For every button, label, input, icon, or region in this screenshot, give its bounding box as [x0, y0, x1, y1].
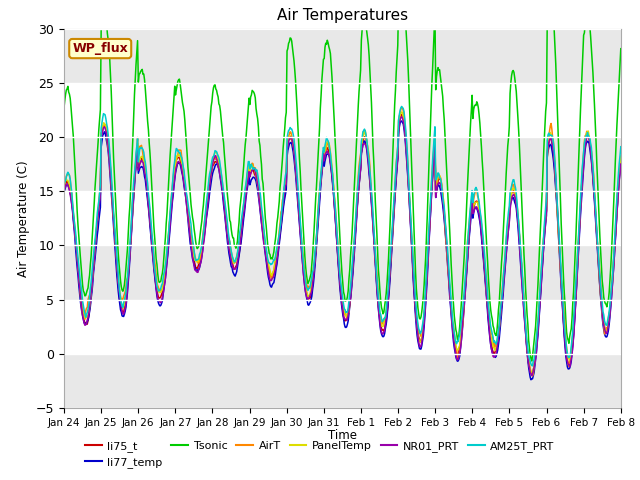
li77_temp [428, 199, 435, 204]
li75_t [184, 210, 192, 216]
Line: PanelTemp: PanelTemp [64, 112, 621, 372]
Title: Air Temperatures: Air Temperatures [277, 9, 408, 24]
li77_temp [411, 302, 419, 308]
AirT [428, 192, 435, 198]
AM25T_PRT [411, 285, 419, 290]
li75_t [411, 298, 419, 304]
X-axis label: Time: Time [328, 429, 357, 442]
Bar [64, 354, 621, 408]
Line: AirT: AirT [64, 108, 621, 376]
AM25T_PRT [617, 144, 625, 150]
NR01_PRT [214, 158, 221, 164]
AM25T_PRT [214, 151, 221, 157]
li75_t [70, 222, 78, 228]
AirT [617, 158, 625, 164]
li77_temp [70, 225, 78, 231]
Bar [64, 83, 621, 137]
AM25T_PRT [398, 104, 406, 109]
li77_temp [184, 216, 192, 222]
Text: WP_flux: WP_flux [72, 42, 128, 55]
PanelTemp [70, 218, 78, 224]
NR01_PRT [184, 212, 192, 217]
Tsonic [528, 358, 536, 364]
NR01_PRT [398, 114, 406, 120]
PanelTemp [60, 182, 68, 188]
NR01_PRT [428, 200, 435, 205]
AirT [529, 373, 536, 379]
AM25T_PRT [127, 217, 135, 223]
AirT [127, 220, 135, 226]
Line: li75_t: li75_t [64, 115, 621, 373]
li75_t [214, 160, 221, 166]
AM25T_PRT [428, 188, 435, 193]
Line: Tsonic: Tsonic [64, 0, 621, 361]
Bar [64, 300, 621, 354]
PanelTemp [398, 109, 406, 115]
Legend: li75_t, li77_temp, Tsonic, AirT, PanelTemp, NR01_PRT, AM25T_PRT: li75_t, li77_temp, Tsonic, AirT, PanelTe… [81, 436, 559, 473]
PanelTemp [617, 153, 625, 159]
Bar [64, 29, 621, 83]
Line: li77_temp: li77_temp [64, 121, 621, 380]
Y-axis label: Air Temperature (C): Air Temperature (C) [17, 160, 30, 276]
Tsonic [60, 105, 68, 111]
NR01_PRT [411, 296, 419, 302]
li77_temp [617, 160, 625, 166]
li77_temp [127, 232, 135, 238]
Bar [64, 137, 621, 192]
PanelTemp [214, 151, 221, 157]
AirT [411, 288, 419, 293]
Line: AM25T_PRT: AM25T_PRT [64, 107, 621, 366]
NR01_PRT [528, 372, 536, 378]
PanelTemp [411, 290, 419, 296]
Tsonic [70, 147, 78, 153]
Tsonic [428, 104, 435, 110]
AirT [399, 105, 406, 110]
AirT [70, 216, 78, 222]
li75_t [127, 228, 135, 234]
PanelTemp [428, 192, 435, 198]
Tsonic [127, 171, 135, 177]
li77_temp [398, 118, 406, 124]
Line: NR01_PRT: NR01_PRT [64, 117, 621, 375]
NR01_PRT [127, 227, 135, 232]
AM25T_PRT [60, 182, 68, 188]
PanelTemp [184, 207, 192, 213]
PanelTemp [528, 369, 536, 375]
PanelTemp [127, 227, 135, 232]
AM25T_PRT [70, 216, 78, 222]
NR01_PRT [60, 189, 68, 194]
Bar [64, 192, 621, 245]
AirT [214, 157, 221, 163]
li75_t [617, 155, 625, 160]
li75_t [528, 371, 536, 376]
Tsonic [617, 46, 625, 51]
li77_temp [527, 377, 535, 383]
li75_t [399, 112, 406, 118]
Tsonic [411, 251, 419, 256]
li75_t [60, 187, 68, 192]
NR01_PRT [70, 222, 78, 228]
NR01_PRT [617, 161, 625, 167]
AirT [60, 185, 68, 191]
li75_t [428, 195, 435, 201]
AirT [184, 212, 192, 218]
AM25T_PRT [529, 363, 536, 369]
Tsonic [184, 164, 192, 170]
li77_temp [214, 162, 221, 168]
AM25T_PRT [184, 200, 192, 205]
Tsonic [214, 91, 221, 97]
li77_temp [60, 190, 68, 195]
Bar [64, 245, 621, 300]
